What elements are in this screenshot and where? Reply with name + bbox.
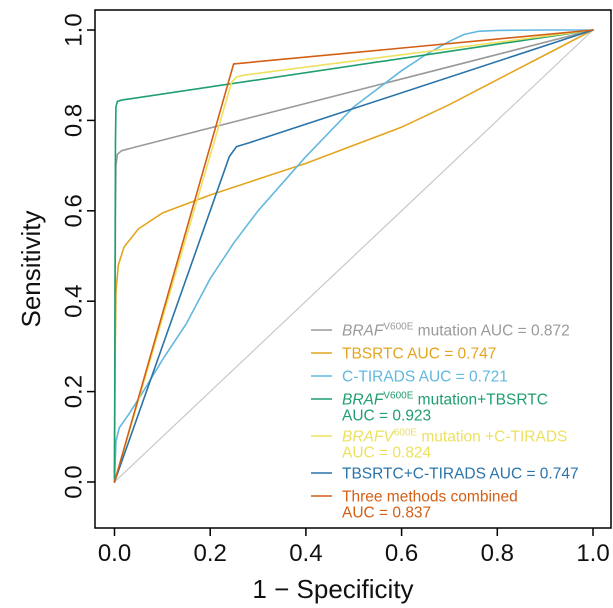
legend-label-text: Three methods combined: [342, 489, 518, 506]
legend-label: Three methods combined: [342, 489, 518, 506]
y-tick-label: 0.4: [60, 285, 87, 318]
legend-label: BRAFV600E mutation+TBSRTC: [342, 391, 548, 409]
legend-label: C-TIRADS AUC = 0.721: [342, 369, 508, 386]
legend-label-text: AUC = 0.824: [342, 445, 432, 462]
axes: 0.0 0.2 0.4 0.6 0.8 1.0 0.0 0.2 0.4 0.6 0.8 1.0 1 − …: [16, 13, 610, 604]
roc-curve-2: [113, 29, 594, 483]
legend-label: AUC = 0.923: [342, 408, 431, 425]
x-tick-label: 0.4: [289, 540, 322, 567]
legend-entry-3: C-TIRADS AUC = 0.721: [311, 369, 508, 386]
plot-border: [94, 9, 612, 529]
legend-label-text: mutation+TBSRTC: [413, 392, 548, 409]
legend-label-superscript: V600E: [383, 391, 413, 402]
y-tick-label: 0.0: [60, 465, 87, 498]
legend-label-text: AUC = 0.923: [342, 408, 431, 425]
legend-label-text: AUC = 0.837: [342, 505, 431, 522]
y-tick-label: 0.2: [60, 375, 87, 408]
roc-curve-6: [113, 29, 594, 483]
roc-curve-4: [113, 29, 594, 483]
roc-curves: [113, 29, 594, 483]
legend-entry-6: TBSRTC+C-TIRADS AUC = 0.747: [311, 466, 579, 483]
legend-label: AUC = 0.824: [342, 445, 432, 462]
diagonal-line: [114, 29, 594, 483]
legend-label-italic: BRAF: [342, 323, 385, 340]
legend-label: TBSRTC+C-TIRADS AUC = 0.747: [342, 466, 579, 483]
roc-curve-3: [113, 29, 594, 483]
legend-entry-1: BRAFV600E mutation AUC = 0.872: [311, 322, 570, 340]
legend-label-superscript: V600E: [383, 322, 413, 333]
legend-label: AUC = 0.837: [342, 505, 431, 522]
legend-entry-2: TBSRTC AUC = 0.747: [311, 346, 496, 363]
legend-label-superscript: 600E: [394, 428, 418, 439]
x-tick-label: 1.0: [576, 540, 609, 567]
y-tick-label: 0.6: [60, 194, 87, 227]
x-tick-label: 0.8: [481, 540, 514, 567]
legend-label-text: TBSRTC AUC = 0.747: [342, 346, 496, 363]
x-tick-label: 0.0: [98, 540, 131, 567]
legend-label: BRAFV600E mutation AUC = 0.872: [342, 322, 570, 340]
legend-label: TBSRTC AUC = 0.747: [342, 346, 496, 363]
x-axis-title: 1 − Specificity: [252, 574, 413, 604]
legend-label-text: mutation +C-TIRADS: [417, 429, 567, 446]
legend-label: BRAFV600E mutation +C-TIRADS: [342, 428, 567, 446]
y-axis-title: Sensitivity: [16, 210, 46, 327]
roc-curve-5: [113, 29, 594, 483]
y-tick-label: 0.8: [60, 104, 87, 137]
x-tick-label: 0.6: [385, 540, 418, 567]
plot-area: [94, 9, 612, 529]
legend-label-text: TBSRTC+C-TIRADS AUC = 0.747: [342, 466, 579, 483]
legend-label-text: C-TIRADS AUC = 0.721: [342, 369, 508, 386]
x-tick-label: 0.2: [194, 540, 227, 567]
roc-curve-7: [113, 29, 594, 483]
legend-label-italic: BRAFV: [342, 429, 395, 446]
reference-diagonal: [114, 29, 594, 483]
legend-label-text: mutation AUC = 0.872: [413, 323, 569, 340]
legend-label-italic: BRAF: [342, 392, 385, 409]
y-tick-label: 1.0: [60, 13, 87, 46]
